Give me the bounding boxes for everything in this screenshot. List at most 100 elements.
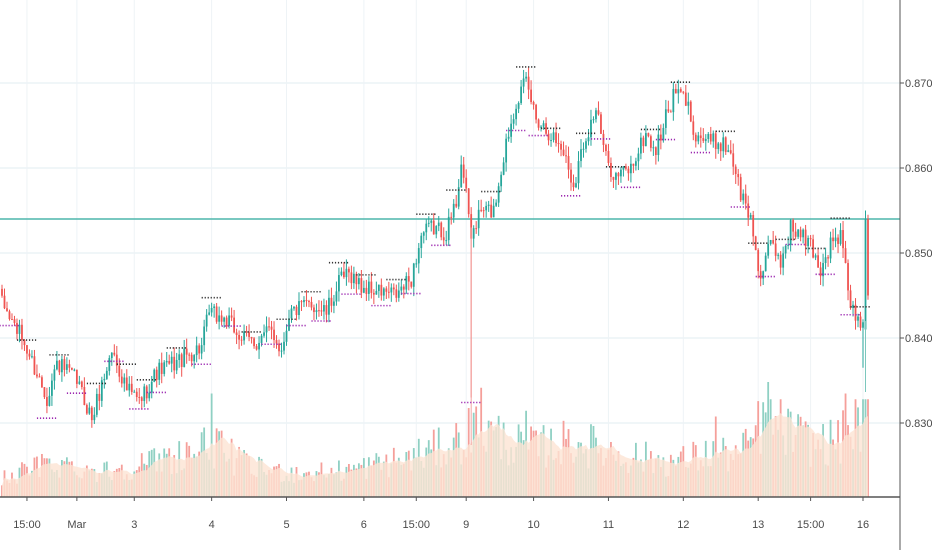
candle-body [402, 286, 405, 290]
candle [615, 171, 617, 190]
candle-body [747, 203, 750, 218]
candle [53, 364, 56, 390]
candle-body [709, 134, 712, 142]
candle [859, 311, 862, 331]
candle-body [8, 311, 11, 320]
candle [527, 67, 530, 100]
candle [834, 227, 837, 248]
candle [133, 389, 136, 393]
candle-body [360, 278, 363, 293]
x-tick-label: 10 [527, 519, 539, 531]
candle [38, 373, 41, 378]
candle [210, 302, 213, 317]
candle [562, 141, 565, 157]
candle [744, 184, 747, 210]
candle [88, 402, 91, 415]
candle-body [160, 362, 163, 374]
candle [303, 296, 305, 308]
candle-body [56, 360, 58, 370]
candle-body [485, 205, 488, 211]
candle-body [198, 345, 201, 354]
candle-body [280, 350, 283, 352]
y-tick-label: 0.84000 [905, 333, 932, 345]
candle [654, 146, 657, 165]
candle [515, 104, 518, 126]
candle-body [11, 319, 13, 321]
x-tick-label: 3 [131, 519, 137, 531]
candle-body [744, 193, 747, 204]
candle-body [527, 76, 530, 90]
candle-body [407, 276, 410, 282]
candle-body [492, 205, 495, 218]
candle [125, 369, 128, 391]
candle [852, 300, 854, 317]
candle-body [817, 255, 819, 268]
candle [849, 284, 852, 310]
candle [644, 125, 647, 147]
candle-body [318, 310, 320, 312]
candle-body [722, 137, 725, 152]
candle [560, 140, 562, 157]
candle [293, 306, 295, 311]
candle [130, 376, 133, 395]
candle-body [437, 222, 440, 227]
candle-body [415, 263, 418, 265]
candle-body [712, 133, 715, 142]
candle-body [385, 288, 388, 292]
candle [113, 344, 116, 357]
candle [854, 298, 857, 330]
candle-body [63, 359, 66, 370]
candle-body [682, 91, 685, 93]
candle-body [320, 310, 323, 312]
candle [630, 155, 632, 183]
candle-body [135, 391, 138, 398]
candle [230, 307, 233, 322]
candle [552, 128, 555, 143]
candle [822, 253, 824, 287]
candle [308, 299, 310, 308]
candle-body [555, 132, 557, 144]
candle [41, 375, 43, 389]
candle [635, 157, 637, 171]
candle [425, 219, 428, 241]
candle [1, 284, 3, 298]
candle-body [567, 156, 570, 170]
candle [36, 364, 38, 379]
candle-body [110, 352, 113, 359]
candle-body [844, 248, 847, 264]
candle [647, 132, 650, 138]
candle-body [535, 104, 537, 120]
candle-body [233, 317, 235, 333]
candle [460, 155, 463, 188]
candle-body [28, 353, 31, 357]
candle [452, 199, 455, 223]
candle-body [310, 301, 313, 308]
candle-body [530, 89, 532, 103]
candle [188, 352, 191, 361]
candle-body [542, 123, 545, 127]
candle-body [864, 219, 867, 330]
candle [46, 387, 48, 414]
candle [63, 355, 66, 377]
candle [779, 251, 782, 275]
candle-body [138, 397, 141, 399]
candle [575, 176, 577, 189]
candle-body [552, 132, 555, 141]
candle [832, 228, 834, 251]
candle [582, 142, 585, 158]
candle [435, 225, 438, 239]
candle [270, 320, 273, 340]
candle-body [370, 281, 373, 293]
candle-body [203, 326, 206, 346]
candle-body [260, 335, 263, 343]
candle [150, 375, 153, 399]
candle-body [220, 315, 223, 322]
candle-body [375, 290, 378, 295]
candle-body [652, 147, 655, 149]
candle-body [769, 240, 772, 244]
candle [674, 83, 677, 94]
candle-body [797, 229, 800, 237]
candle [807, 235, 810, 254]
